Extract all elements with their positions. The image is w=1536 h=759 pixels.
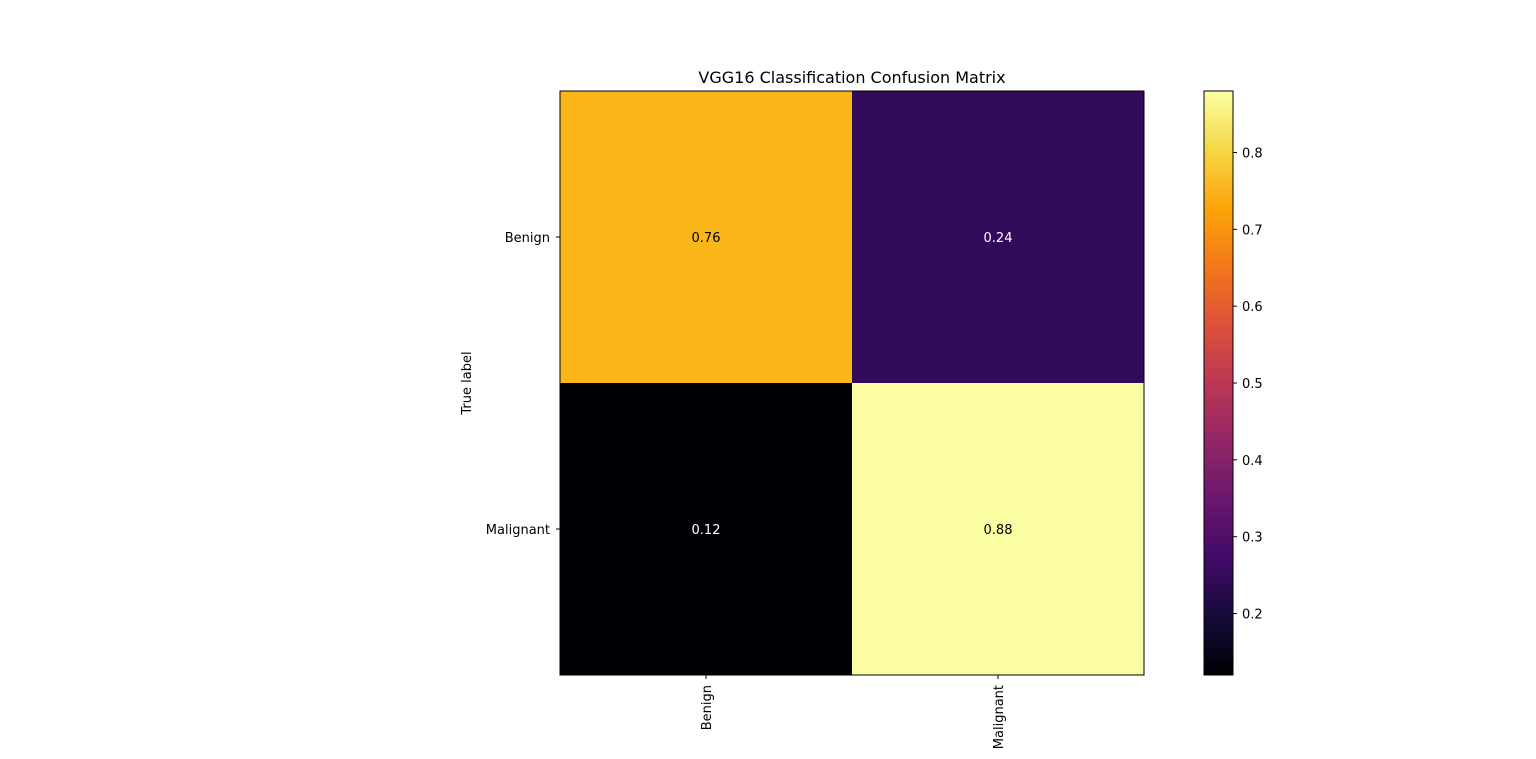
- y-tick-group: Benign Malignant: [486, 231, 560, 538]
- colorbar-tick-label: 0.4: [1242, 454, 1263, 469]
- matrix-cell: [852, 383, 1144, 675]
- matrix-cell: [852, 91, 1144, 383]
- chart-title: VGG16 Classification Confusion Matrix: [698, 68, 1005, 87]
- colorbar-tick-group: 0.2 0.3 0.4 0.5 0.6 0.7 0.8: [1233, 146, 1263, 623]
- matrix-cell: [560, 383, 852, 675]
- colorbar-tick-label: 0.5: [1242, 377, 1263, 392]
- plot-frame: [559, 90, 1145, 676]
- x-tick-label: Malignant: [992, 685, 1007, 749]
- colorbar: [1203, 90, 1234, 676]
- colorbar-tick-label: 0.3: [1242, 531, 1263, 546]
- x-tick-label: Benign: [700, 685, 715, 730]
- colorbar-tick-label: 0.6: [1242, 300, 1263, 315]
- y-tick-label: Benign: [505, 231, 550, 246]
- cell-value-label: 0.12: [692, 523, 721, 538]
- cell-value-label: 0.88: [984, 523, 1013, 538]
- colorbar-tick-label: 0.7: [1242, 223, 1263, 238]
- colorbar-tick-label: 0.8: [1242, 146, 1263, 161]
- matrix-cells: 0.76 0.24 0.12 0.88: [560, 91, 1144, 675]
- y-axis-label: True label: [460, 351, 475, 415]
- colorbar-tick-label: 0.2: [1242, 608, 1263, 623]
- cell-value-label: 0.24: [984, 231, 1013, 246]
- x-tick-group: Benign Malignant: [700, 675, 1007, 749]
- matrix-cell: [560, 91, 852, 383]
- y-tick-label: Malignant: [486, 523, 550, 538]
- cell-value-label: 0.76: [692, 231, 721, 246]
